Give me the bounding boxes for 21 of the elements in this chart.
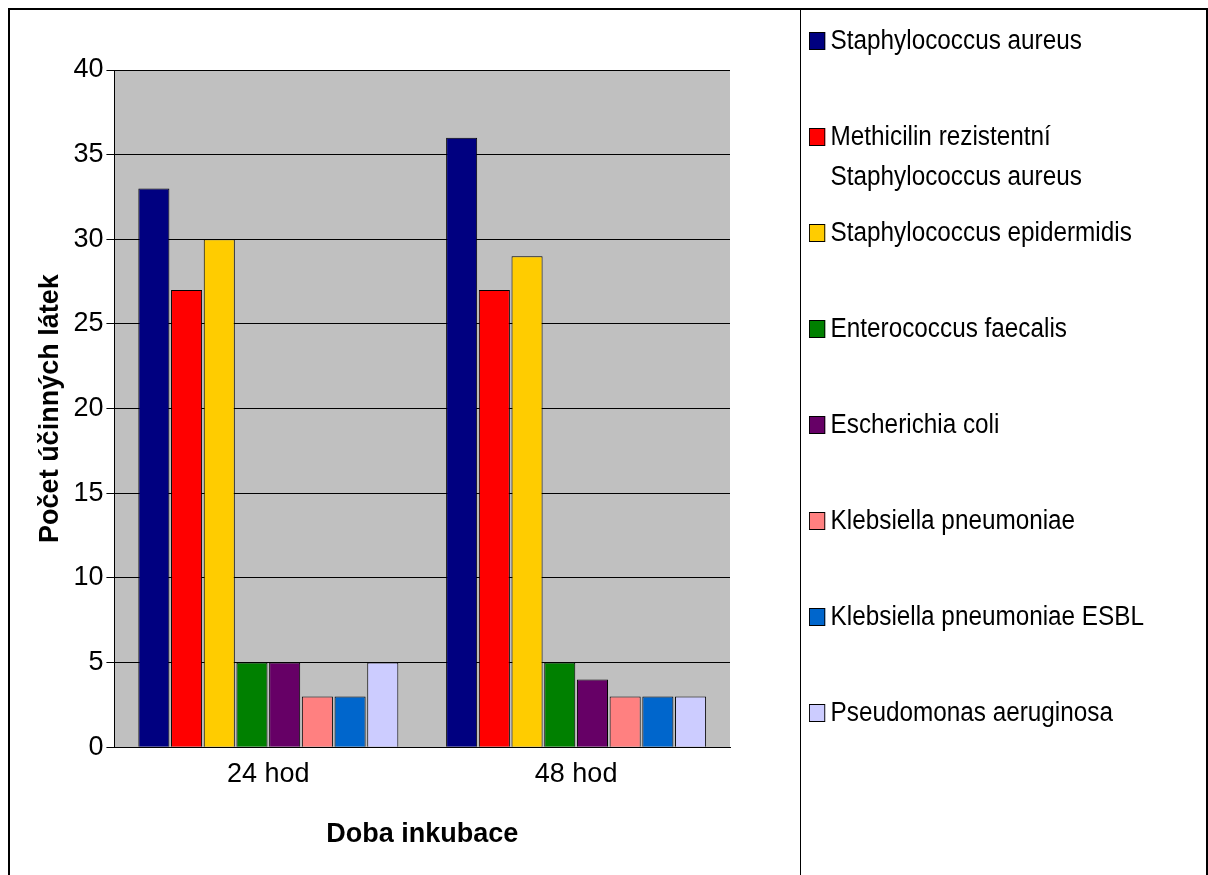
x-axis-title: Doba inkubace (326, 818, 519, 849)
y-tick-label: 5 (88, 646, 104, 676)
y-tick-label: 15 (73, 476, 104, 507)
legend-label: Staphylococcus aureus (830, 24, 1082, 57)
y-axis-title: Počet účinných látek (33, 273, 64, 543)
y-tick-label: 35 (73, 138, 104, 169)
y-tick-label: 20 (73, 392, 104, 423)
legend-label: Enterococcus faecalis (830, 312, 1067, 345)
legend-label: Klebsiella pneumoniae (830, 504, 1076, 537)
y-tick-label: 10 (73, 561, 104, 592)
legend-label: Escherichia coli (830, 408, 1000, 441)
y-tick-label: 30 (73, 222, 104, 253)
legend-label: Pseudomonas aeruginosa (830, 696, 1113, 729)
legend-label: Staphylococcus epidermidis (830, 216, 1132, 249)
y-tick-label: 0 (88, 730, 104, 761)
x-tick-label: 24 hod (227, 757, 310, 788)
x-tick-label: 48 hod (534, 757, 618, 788)
y-tick-label: 40 (73, 53, 104, 84)
y-tick-label: 25 (73, 307, 104, 338)
legend-label: Methicilin rezistentní Staphylococcus aureus (830, 120, 1083, 193)
legend-label: Klebsiella pneumoniae ESBL (830, 600, 1145, 633)
